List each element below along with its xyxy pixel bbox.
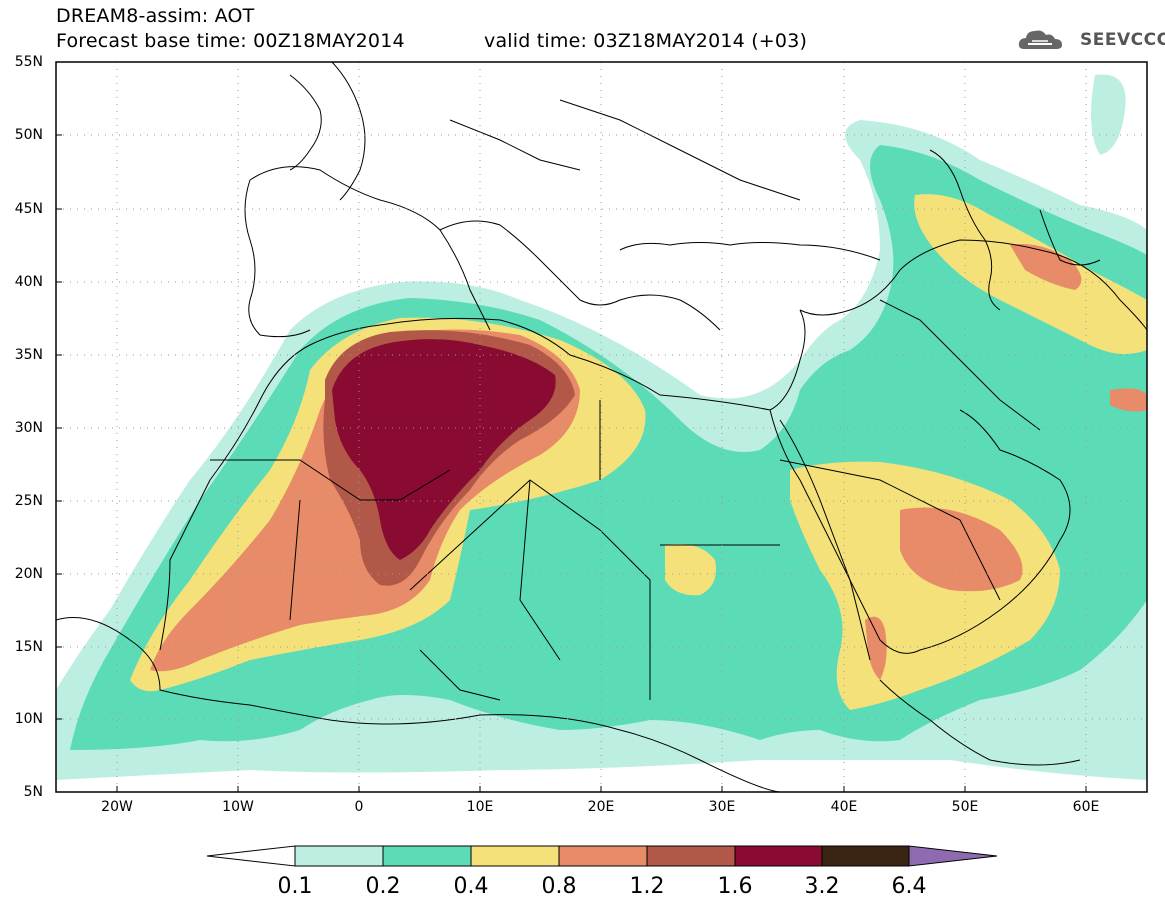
colorbar-label: 0.2 xyxy=(365,874,401,899)
lon-label: 10E xyxy=(466,799,494,815)
lat-label: 35N xyxy=(14,347,43,363)
lat-label: 55N xyxy=(14,54,43,70)
lon-label: 10W xyxy=(222,799,254,815)
colorbar-swatch-2 xyxy=(382,845,472,867)
lon-label: 50E xyxy=(951,799,979,815)
lat-label: 25N xyxy=(14,493,43,509)
lat-label: 10N xyxy=(14,711,43,727)
lat-label: 30N xyxy=(14,420,43,436)
map-title: DREAM8-assim: AOT xyxy=(56,5,255,27)
lon-label: 20E xyxy=(587,799,615,815)
lat-label: 45N xyxy=(14,201,43,217)
aot-band-0.8-arabia xyxy=(900,507,1023,592)
aot-band-1.6 xyxy=(332,339,556,560)
cloud-icon xyxy=(1018,30,1062,49)
forecast-base-time: Forecast base time: 00Z18MAY2014 xyxy=(56,30,405,52)
aot-band-0.4-sudan xyxy=(665,544,716,596)
colorbar-high-arrow xyxy=(908,845,998,867)
colorbar-swatch-7 xyxy=(821,845,910,867)
lon-label: 0 xyxy=(354,799,364,815)
valid-time: valid time: 03Z18MAY2014 (+03) xyxy=(484,30,808,52)
coastlines xyxy=(56,62,1147,792)
lat-label: 15N xyxy=(14,639,43,655)
colorbar xyxy=(206,845,998,867)
lat-label: 20N xyxy=(14,566,43,582)
colorbar-label: 1.6 xyxy=(717,874,753,899)
colorbar-label: 0.1 xyxy=(277,874,313,899)
colorbar-label: 0.4 xyxy=(453,874,489,899)
graticule xyxy=(56,62,1147,792)
colorbar-swatch-4 xyxy=(558,845,648,867)
lon-label: 30E xyxy=(708,799,736,815)
lon-label: 20W xyxy=(101,799,133,815)
colorbar-low-arrow xyxy=(206,845,296,867)
colorbar-swatch-1 xyxy=(294,845,384,867)
aot-band-0.8-gulf xyxy=(1110,388,1147,412)
lon-label: 40E xyxy=(830,799,858,815)
colorbar-label: 0.8 xyxy=(541,874,577,899)
aot-band-0.8-caspian xyxy=(1010,244,1082,290)
logo: SEEVCCC xyxy=(1018,27,1165,53)
colorbar-label: 1.2 xyxy=(629,874,665,899)
colorbar-label: 3.2 xyxy=(804,874,840,899)
lat-label: 50N xyxy=(14,127,43,143)
colorbar-swatch-5 xyxy=(646,845,736,867)
lon-label: 60E xyxy=(1072,799,1100,815)
axis-ticks xyxy=(56,61,1087,793)
aot-band-0.8-ethiopia xyxy=(865,616,887,680)
lat-label: 5N xyxy=(23,784,43,800)
lat-label: 40N xyxy=(14,274,43,290)
colorbar-swatch-3 xyxy=(470,845,560,867)
logo-text: SEEVCCC xyxy=(1080,30,1165,50)
aot-band-0.4-east xyxy=(790,461,1060,710)
aot-band-0.4-caspian xyxy=(914,194,1147,354)
colorbar-swatch-6 xyxy=(734,845,823,867)
colorbar-label: 6.4 xyxy=(891,874,927,899)
aot-field xyxy=(56,74,1147,780)
